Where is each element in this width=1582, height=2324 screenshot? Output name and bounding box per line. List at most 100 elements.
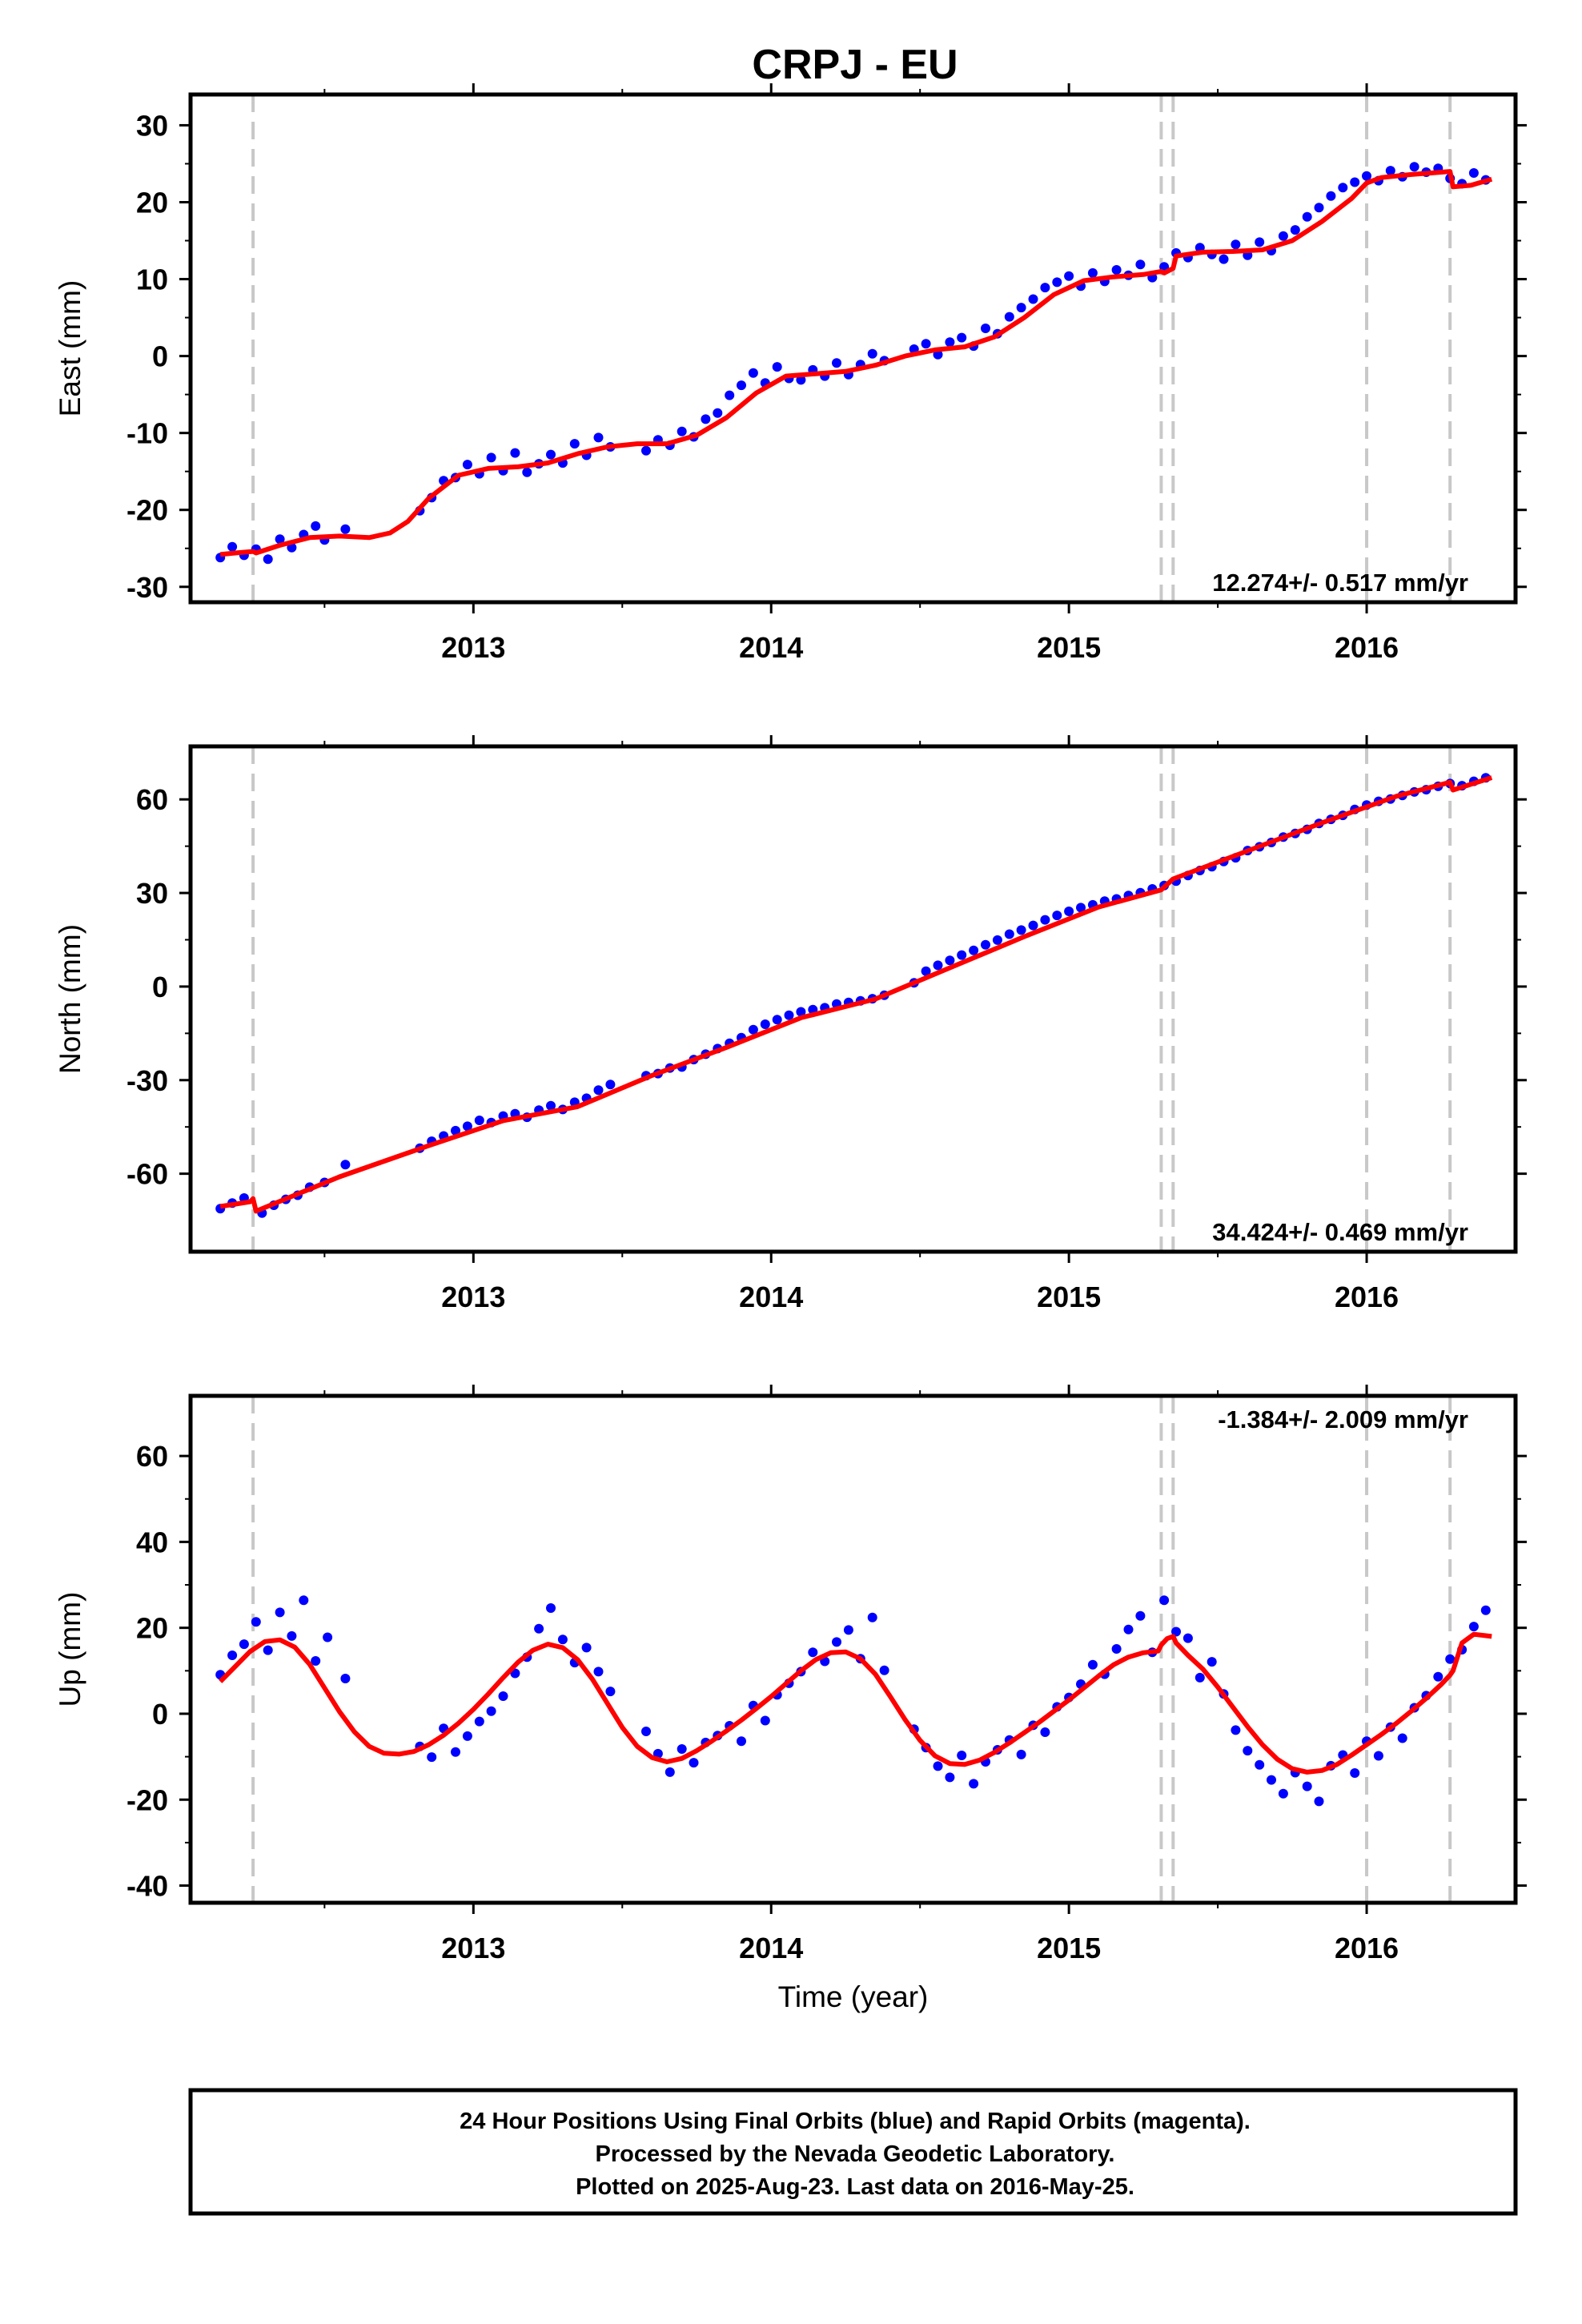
y-tick-label: -20	[126, 1783, 168, 1816]
panel-frame	[188, 1393, 1518, 1905]
data-point	[474, 1116, 484, 1125]
y-tick-label: -40	[126, 1870, 168, 1903]
footer-line-2: Processed by the Nevada Geodetic Laborat…	[596, 2141, 1115, 2167]
y-tick-label: -10	[126, 417, 168, 450]
data-point	[462, 1121, 472, 1132]
data-point	[1087, 267, 1098, 278]
y-tick-label: -60	[126, 1158, 168, 1191]
x-axis-label: Time (year)	[778, 1980, 929, 2013]
x-tick-label: 2015	[1037, 1932, 1101, 1964]
data-point	[1373, 1751, 1383, 1761]
data-point	[957, 950, 967, 960]
data-point	[498, 1691, 508, 1701]
data-point	[1433, 1671, 1443, 1682]
data-point	[1350, 177, 1360, 187]
up-panel: -40 -20 0 20 40 60 2013 2014 2015 2016 Up (mm) Time…	[54, 1385, 1527, 2013]
data-point	[796, 1007, 806, 1017]
footer-line-1: 24 Hour Positions Using Final Orbits (bl…	[460, 2109, 1251, 2134]
data-point	[1040, 1727, 1050, 1737]
data-point	[1385, 166, 1395, 176]
east-panel: -30 -20 -10 0 10 20 30 2013 2014 2015 2016 East (mm…	[54, 83, 1527, 664]
data-point	[311, 521, 321, 531]
data-point	[760, 1715, 770, 1726]
data-point	[701, 414, 711, 424]
y-tick-label: 40	[136, 1526, 168, 1558]
data-point	[641, 445, 651, 456]
data-point	[1219, 254, 1229, 264]
data-point	[534, 1623, 544, 1634]
data-point	[1278, 231, 1288, 241]
data-point	[546, 1100, 556, 1111]
x-tick-label: 2016	[1335, 631, 1399, 664]
north-panel: -60 -30 0 30 60 2013 2014 2015 2016 North (mm) 34.…	[54, 735, 1527, 1313]
data-point	[796, 375, 806, 385]
y-tick-label: 60	[136, 1440, 168, 1473]
data-point	[251, 1617, 261, 1627]
data-point	[1016, 1749, 1026, 1759]
data-point	[945, 955, 955, 966]
y-tick-label: -30	[126, 1064, 168, 1097]
data-point	[569, 439, 580, 449]
data-point	[981, 324, 990, 333]
data-point	[1326, 191, 1336, 201]
data-point	[969, 1779, 979, 1789]
y-tick-label: 0	[152, 971, 168, 1003]
data-point	[1195, 1672, 1205, 1683]
data-point	[832, 1637, 841, 1647]
panel-frame	[188, 744, 1518, 1254]
data-point	[921, 339, 931, 349]
data-point	[992, 935, 1002, 945]
data-point	[737, 380, 746, 391]
data-point	[486, 1706, 496, 1716]
data-point	[933, 960, 943, 971]
data-point	[522, 467, 532, 477]
data-point	[1052, 911, 1062, 921]
data-point	[1016, 925, 1026, 935]
x-tick-label: 2015	[1037, 631, 1101, 664]
data-point	[546, 1603, 556, 1613]
data-point	[486, 452, 496, 463]
data-point	[227, 1651, 238, 1660]
y-tick-label: 60	[136, 783, 168, 816]
data-point	[605, 1080, 616, 1090]
footer-line-3: Plotted on 2025-Aug-23. Last data on 201…	[576, 2174, 1134, 2200]
data-point	[1302, 211, 1312, 222]
x-tick-label: 2013	[441, 631, 505, 664]
data-point	[969, 945, 979, 955]
data-point	[1135, 259, 1146, 270]
data-point	[921, 966, 931, 976]
data-point	[1040, 283, 1050, 293]
y-tick-label: 30	[136, 877, 168, 910]
data-layer	[215, 773, 1493, 1218]
data-point	[462, 460, 472, 470]
data-point	[1350, 1768, 1360, 1778]
y-tick-label: 20	[136, 186, 168, 219]
data-point	[340, 1160, 351, 1170]
data-point	[1004, 312, 1014, 322]
panel-frame	[188, 92, 1518, 605]
data-point	[1028, 920, 1038, 931]
data-point	[1123, 1624, 1134, 1634]
data-point	[808, 1647, 818, 1658]
data-point	[311, 1656, 321, 1666]
data-point	[748, 368, 758, 378]
data-point	[1468, 1622, 1479, 1632]
data-point	[1207, 1657, 1217, 1667]
data-point	[546, 449, 556, 460]
data-point	[867, 1612, 877, 1622]
model-curve	[219, 1631, 1492, 1775]
data-point	[1064, 271, 1074, 281]
data-point	[1159, 1595, 1170, 1606]
data-point	[1480, 1605, 1491, 1615]
data-point	[1255, 237, 1265, 247]
data-point	[593, 1085, 604, 1096]
data-point	[275, 1607, 285, 1618]
data-point	[957, 332, 967, 343]
data-point	[1255, 1759, 1265, 1770]
data-point	[689, 1758, 699, 1768]
rate-label: 34.424+/- 0.469 mm/yr	[1212, 1218, 1468, 1246]
data-point	[1111, 1644, 1122, 1654]
data-point	[1231, 1725, 1241, 1735]
data-point	[1314, 203, 1324, 213]
data-point	[981, 939, 990, 950]
